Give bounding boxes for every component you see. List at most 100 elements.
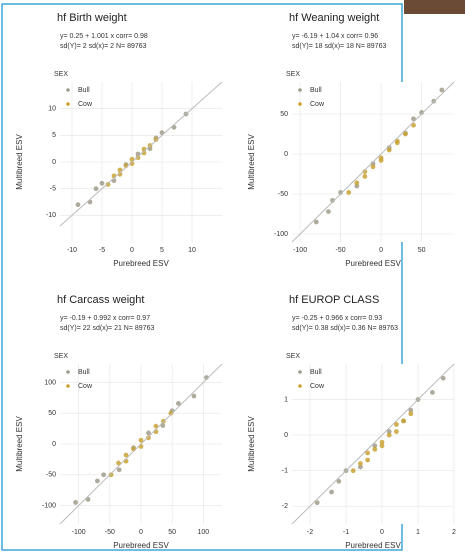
- y-tick-label: 1: [284, 396, 288, 403]
- x-axis-label: Purebreed ESV: [345, 541, 401, 550]
- panel: hf Weaning weight y= -6.19 + 1.04 x corr=…: [247, 12, 455, 268]
- legend-title: SEX: [54, 353, 68, 360]
- y-axis-label: Multibreed ESV: [247, 416, 256, 472]
- point: [329, 489, 334, 495]
- point: [314, 500, 320, 506]
- point: [336, 478, 342, 484]
- point: [411, 122, 416, 128]
- identity-line: [59, 81, 223, 227]
- x-tick-label: 10: [188, 247, 196, 254]
- point: [408, 407, 414, 413]
- point: [431, 98, 437, 104]
- point: [419, 110, 424, 115]
- point: [386, 429, 392, 434]
- y-axis-label: Multibreed ESV: [15, 416, 24, 472]
- x-tick-label: -2: [307, 529, 313, 536]
- point: [123, 452, 129, 458]
- point: [362, 174, 368, 179]
- point: [75, 202, 81, 208]
- photo-corner: [404, 0, 465, 14]
- point: [175, 400, 181, 406]
- x-axis-label: Purebreed ESV: [113, 541, 169, 550]
- identity-line: [291, 363, 455, 525]
- point: [146, 430, 151, 436]
- point: [386, 432, 392, 438]
- legend-label: Cow: [78, 383, 93, 390]
- x-tick-label: 2: [452, 529, 456, 536]
- annotation: sd(Y)= 22 sd(x)= 21 N= 89763: [60, 325, 154, 332]
- point: [131, 446, 136, 452]
- point: [138, 444, 144, 449]
- y-tick-label: -100: [42, 502, 56, 509]
- panel: hf Carcass weight y= -0.19 + 0.992 x corr…: [15, 294, 223, 550]
- panel-title: hf EUROP CLASS: [289, 294, 379, 306]
- legend-label: Cow: [310, 383, 325, 390]
- x-tick-label: 0: [130, 247, 134, 254]
- x-tick-label: 100: [197, 529, 209, 536]
- point: [99, 180, 105, 186]
- legend-label: Bull: [78, 369, 90, 376]
- point: [365, 457, 370, 463]
- y-tick-label: -2: [282, 503, 288, 510]
- point: [330, 198, 335, 203]
- annotation: sd(Y)= 0.38 sd(x)= 0.36 N= 89763: [292, 325, 398, 332]
- point: [73, 500, 78, 505]
- point: [346, 190, 352, 195]
- y-tick-label: 10: [48, 106, 56, 113]
- x-tick-label: -10: [67, 247, 77, 254]
- identity-line: [291, 81, 455, 243]
- y-tick-label: -5: [50, 186, 56, 193]
- y-tick-label: -10: [46, 212, 56, 219]
- point: [108, 472, 114, 478]
- panel-title: hf Carcass weight: [57, 294, 144, 306]
- legend-swatch: [66, 384, 70, 388]
- annotation: sd(Y)= 2 sd(x)= 2 N= 89763: [60, 43, 147, 50]
- legend-label: Bull: [310, 87, 322, 94]
- y-tick-label: 50: [48, 410, 56, 417]
- point: [401, 418, 406, 424]
- legend-label: Cow: [310, 101, 325, 108]
- legend-label: Cow: [78, 101, 93, 108]
- y-tick-label: 100: [44, 379, 56, 386]
- annotation: y= -6.19 + 1.04 x corr= 0.96: [292, 33, 378, 40]
- point: [116, 467, 122, 473]
- annotation: y= -0.19 + 0.992 x corr= 0.97: [60, 315, 150, 322]
- x-tick-label: 0: [380, 529, 384, 536]
- y-tick-label: -50: [46, 472, 56, 479]
- point: [358, 464, 363, 470]
- point: [105, 182, 111, 187]
- point: [362, 169, 368, 175]
- point: [379, 443, 385, 449]
- legend-swatch: [66, 88, 70, 92]
- legend-swatch: [298, 88, 302, 92]
- point: [354, 180, 360, 186]
- x-axis-label: Purebreed ESV: [345, 259, 401, 268]
- point: [123, 458, 129, 464]
- point: [408, 411, 414, 417]
- y-axis-label: Multibreed ESV: [15, 134, 24, 190]
- legend-swatch: [66, 370, 70, 374]
- x-tick-label: 0: [139, 529, 143, 536]
- point: [394, 429, 399, 434]
- point: [94, 478, 100, 484]
- frame: [1, 3, 403, 551]
- y-tick-label: 0: [52, 441, 56, 448]
- annotation: sd(Y)= 18 sd(x)= 18 N= 89763: [292, 43, 386, 50]
- point: [138, 437, 144, 443]
- point: [168, 410, 174, 416]
- x-axis-label: Purebreed ESV: [113, 259, 169, 268]
- point: [378, 158, 384, 163]
- x-tick-label: -5: [99, 247, 105, 254]
- point: [403, 131, 408, 137]
- y-tick-label: 0: [52, 159, 56, 166]
- point: [93, 186, 99, 192]
- y-tick-label: -100: [274, 231, 288, 238]
- point: [191, 393, 197, 399]
- point: [101, 472, 107, 478]
- y-tick-label: 5: [52, 132, 56, 139]
- legend-label: Bull: [78, 87, 90, 94]
- x-tick-label: 5: [160, 247, 164, 254]
- point: [379, 439, 385, 445]
- point: [350, 468, 356, 474]
